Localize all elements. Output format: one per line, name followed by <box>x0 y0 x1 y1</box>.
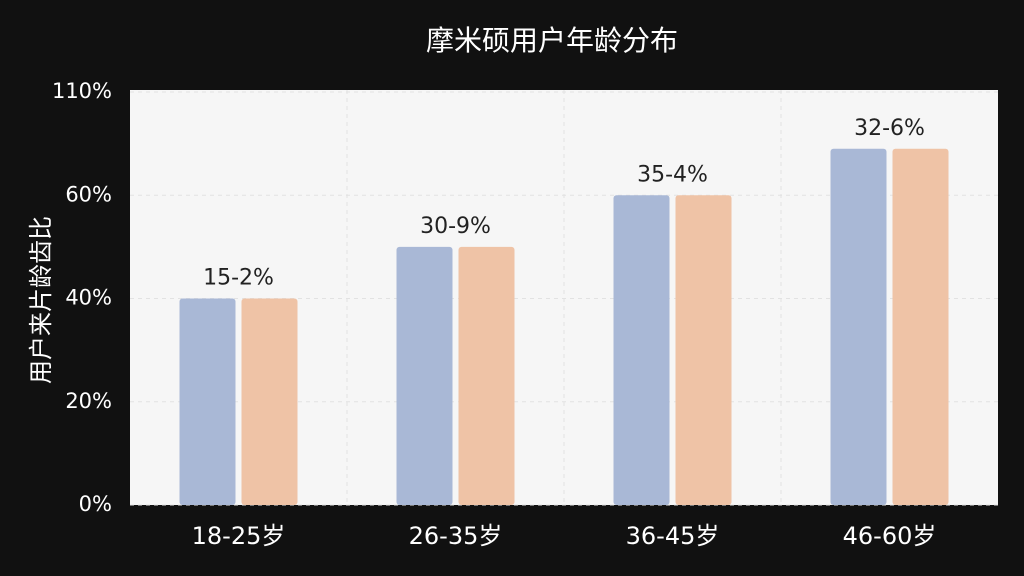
y-tick-label: 110% <box>52 79 112 103</box>
x-tick-label: 18-25岁 <box>192 522 286 550</box>
y-tick-label: 0% <box>79 492 112 516</box>
y-axis-label: 用户来片龄齿比 <box>27 216 55 384</box>
chart-title: 摩米硕用户年龄分布 <box>426 24 678 57</box>
annotation: 32-6% <box>854 116 925 141</box>
x-tick-label: 26-35岁 <box>409 522 503 550</box>
bar <box>830 148 887 505</box>
bar <box>396 246 453 505</box>
annotation: 30-9% <box>420 214 491 239</box>
y-tick-label: 20% <box>65 389 112 413</box>
x-tick-label: 46-60岁 <box>843 522 937 550</box>
y-tick-label: 40% <box>65 286 112 310</box>
y-tick-label: 60% <box>65 182 112 206</box>
bar <box>241 298 298 505</box>
x-tick-label: 36-45岁 <box>626 522 720 550</box>
bar <box>613 195 670 505</box>
annotation: 15-2% <box>203 266 274 291</box>
bar <box>179 298 236 505</box>
bar <box>892 148 949 505</box>
bar <box>675 195 732 505</box>
annotation: 35-4% <box>637 162 708 187</box>
bar <box>458 246 515 505</box>
